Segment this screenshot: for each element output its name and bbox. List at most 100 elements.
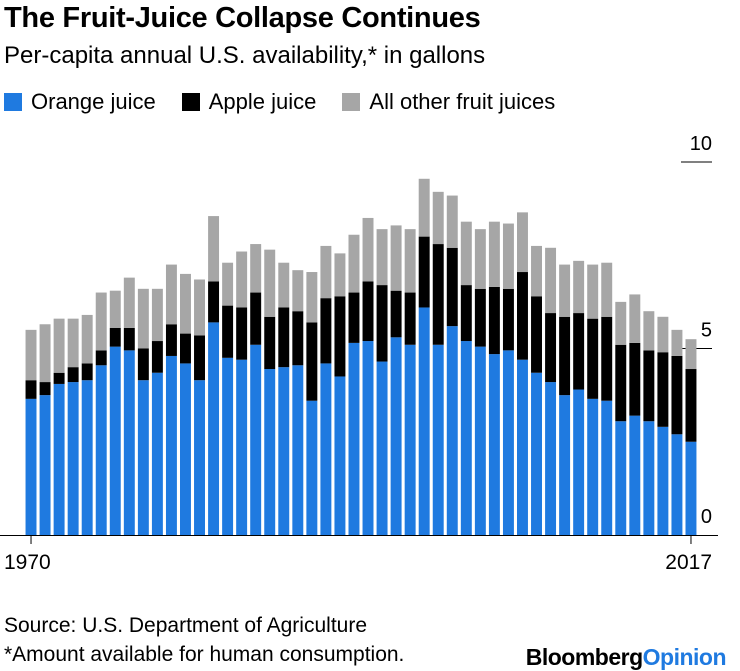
bar-all-other-fruit-juices-1975 <box>95 292 107 351</box>
bar-orange-juice-1983 <box>208 322 220 535</box>
brand-sub: Opinion <box>642 644 727 670</box>
bar-apple-juice-1971 <box>39 382 51 396</box>
bar-orange-juice-2004 <box>502 350 514 535</box>
bar-orange-juice-1977 <box>123 350 135 535</box>
bar-all-other-fruit-juices-2001 <box>460 221 472 286</box>
bar-all-other-fruit-juices-1985 <box>236 251 248 308</box>
bar-all-other-fruit-juices-1987 <box>264 249 276 317</box>
bar-apple-juice-1975 <box>95 350 107 366</box>
bar-all-other-fruit-juices-1978 <box>137 288 149 349</box>
bar-all-other-fruit-juices-1990 <box>306 272 318 323</box>
bar-apple-juice-1986 <box>250 292 262 345</box>
bar-orange-juice-1982 <box>194 380 205 535</box>
bar-apple-juice-1985 <box>236 307 248 360</box>
bar-all-other-fruit-juices-2003 <box>488 221 500 287</box>
bar-orange-juice-1970 <box>25 398 37 535</box>
bar-all-other-fruit-juices-2015 <box>657 316 669 353</box>
bar-all-other-fruit-juices-1996 <box>390 225 402 291</box>
bar-apple-juice-1981 <box>180 333 191 364</box>
bar-apple-juice-2004 <box>502 288 514 351</box>
bar-all-other-fruit-juices-2005 <box>517 212 528 273</box>
bar-all-other-fruit-juices-2008 <box>559 264 571 317</box>
legend-item-other-juices: All other fruit juices <box>342 89 555 115</box>
bar-orange-juice-2015 <box>657 426 669 535</box>
bar-orange-juice-2007 <box>545 382 557 535</box>
brand-logo: BloombergOpinion <box>526 644 727 671</box>
bar-all-other-fruit-juices-2017 <box>685 339 697 370</box>
legend-item-orange-juice: Orange juice <box>4 89 156 115</box>
bar-apple-juice-1976 <box>109 327 121 347</box>
bar-apple-juice-1973 <box>67 367 79 383</box>
bar-all-other-fruit-juices-2011 <box>601 262 613 317</box>
bar-orange-juice-1972 <box>53 383 65 535</box>
bar-all-other-fruit-juices-1989 <box>292 270 304 312</box>
bar-all-other-fruit-juices-1984 <box>222 262 234 306</box>
chart-subtitle: Per-capita annual U.S. availability,* in… <box>4 42 486 69</box>
bar-all-other-fruit-juices-1999 <box>432 191 444 245</box>
bar-all-other-fruit-juices-1994 <box>362 217 374 282</box>
bar-all-other-fruit-juices-1995 <box>376 229 388 286</box>
bar-all-other-fruit-juices-1979 <box>151 288 163 342</box>
source-note: Source: U.S. Department of Agriculture <box>4 614 367 637</box>
bar-all-other-fruit-juices-1970 <box>25 329 37 381</box>
bar-orange-juice-1971 <box>39 395 51 536</box>
bar-apple-juice-1980 <box>165 324 177 356</box>
bar-apple-juice-1974 <box>81 363 93 381</box>
bar-apple-juice-2001 <box>460 285 472 342</box>
bar-all-other-fruit-juices-1991 <box>320 245 332 299</box>
bar-all-other-fruit-juices-1998 <box>418 178 430 237</box>
legend-swatch-apple-juice <box>181 93 200 111</box>
bar-all-other-fruit-juices-1974 <box>81 314 93 364</box>
bar-apple-juice-1977 <box>123 327 135 351</box>
bar-apple-juice-1970 <box>25 380 37 399</box>
bar-all-other-fruit-juices-1992 <box>334 253 346 297</box>
bar-apple-juice-2017 <box>685 369 697 442</box>
bar-orange-juice-2016 <box>671 434 683 535</box>
x-tick-label-start: 1970 <box>4 551 51 574</box>
bar-orange-juice-1991 <box>320 363 332 535</box>
bar-orange-juice-1974 <box>81 380 93 535</box>
bar-apple-juice-1989 <box>292 311 304 366</box>
bar-all-other-fruit-juices-1977 <box>123 277 135 328</box>
bar-orange-juice-1993 <box>348 342 360 535</box>
bar-apple-juice-2012 <box>615 344 627 422</box>
bar-orange-juice-1976 <box>109 346 121 535</box>
bar-all-other-fruit-juices-2002 <box>474 229 486 289</box>
y-tick-label: 0 <box>701 506 712 528</box>
bar-apple-juice-1987 <box>264 316 276 370</box>
bar-orange-juice-1999 <box>432 344 444 535</box>
bar-all-other-fruit-juices-1982 <box>194 279 205 336</box>
bar-orange-juice-2001 <box>460 341 472 535</box>
bar-orange-juice-1995 <box>376 361 388 535</box>
bar-all-other-fruit-juices-2012 <box>615 301 627 345</box>
bar-apple-juice-1991 <box>320 298 332 364</box>
bar-apple-juice-1994 <box>362 281 374 342</box>
legend-label-other-juices: All other fruit juices <box>369 89 556 114</box>
legend-swatch-orange-juice <box>4 93 22 111</box>
bar-orange-juice-1980 <box>165 355 177 535</box>
bar-apple-juice-2007 <box>545 313 557 383</box>
bar-orange-juice-1992 <box>334 376 346 535</box>
bar-orange-juice-1973 <box>67 382 79 535</box>
axes: 0 5 10 1970 2017 <box>0 133 718 574</box>
bar-orange-juice-1981 <box>180 363 191 535</box>
bar-all-other-fruit-juices-1986 <box>250 244 262 293</box>
bar-orange-juice-1994 <box>362 341 374 535</box>
bar-all-other-fruit-juices-2013 <box>629 294 641 343</box>
bar-apple-juice-1990 <box>306 322 318 401</box>
legend-swatch-other-juices <box>342 93 361 111</box>
bar-apple-juice-2011 <box>601 316 613 401</box>
y-tick-label: 10 <box>690 133 712 155</box>
bar-all-other-fruit-juices-1993 <box>348 234 360 293</box>
bar-all-other-fruit-juices-1983 <box>208 216 220 282</box>
bar-orange-juice-2014 <box>643 421 655 535</box>
bar-orange-juice-1978 <box>137 380 149 535</box>
bar-all-other-fruit-juices-2010 <box>587 264 599 319</box>
bar-apple-juice-2014 <box>643 350 655 422</box>
bar-orange-juice-2012 <box>615 421 627 535</box>
bar-orange-juice-1998 <box>418 307 430 535</box>
bar-all-other-fruit-juices-2006 <box>531 245 542 297</box>
bar-orange-juice-2010 <box>587 398 599 535</box>
bars <box>25 178 697 536</box>
bar-apple-juice-1988 <box>278 307 290 368</box>
